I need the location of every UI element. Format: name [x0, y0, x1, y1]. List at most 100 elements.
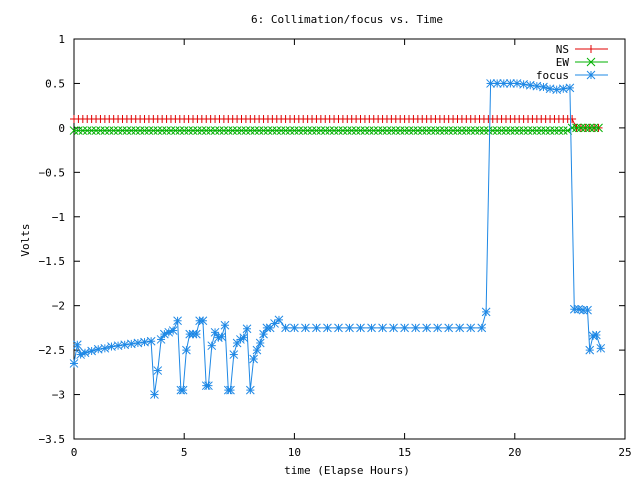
data-point-ew: [572, 123, 581, 133]
data-point-focus: [583, 305, 592, 315]
data-point-focus: [411, 323, 420, 333]
data-point-ew: [201, 126, 211, 135]
series-layer: [69, 79, 606, 399]
data-point-ew: [413, 126, 423, 135]
y-tick-label: −1.5: [39, 255, 66, 268]
data-point-ew: [312, 126, 321, 135]
data-point-ew: [298, 126, 308, 135]
data-point-focus: [87, 346, 96, 356]
data-point-ew: [351, 126, 361, 135]
data-point-ew: [541, 126, 551, 135]
data-point-focus: [323, 323, 332, 333]
data-point-focus: [80, 348, 90, 358]
data-point-ew: [457, 126, 467, 135]
data-point-ew: [558, 126, 568, 135]
data-point-focus: [164, 327, 174, 337]
data-point-ew: [431, 126, 440, 135]
data-point-ew: [96, 126, 105, 135]
data-point-ew: [175, 126, 185, 135]
data-point-ew: [364, 126, 374, 135]
y-tick-label: 1: [58, 33, 65, 46]
y-tick-label: −2.5: [39, 344, 66, 357]
data-point-ew: [444, 126, 454, 135]
data-point-focus: [242, 324, 252, 334]
y-tick-label: 0: [58, 122, 65, 135]
data-point-ew: [545, 126, 555, 135]
data-point-ew: [118, 126, 127, 135]
data-point-ew: [409, 126, 418, 135]
data-point-ew: [316, 126, 326, 135]
data-point-ew: [135, 126, 145, 135]
data-point-ew: [263, 126, 273, 135]
data-point-ew: [184, 126, 193, 135]
data-point-focus: [198, 316, 208, 326]
data-point-focus: [433, 323, 443, 333]
data-point-ew: [594, 123, 603, 133]
data-point-focus: [252, 345, 262, 355]
data-point-ew: [329, 126, 339, 135]
data-point-ew: [245, 126, 255, 135]
data-point-ew: [506, 126, 515, 135]
data-point-focus: [69, 359, 79, 368]
y-tick-label: −3: [52, 389, 65, 402]
data-point-focus: [290, 323, 299, 333]
data-point-focus: [153, 366, 163, 375]
data-point-focus: [585, 345, 595, 355]
x-axis-ticks: 0 5 10 15 20 25: [71, 39, 632, 459]
data-point-ew: [391, 126, 401, 135]
data-point-focus: [182, 345, 191, 355]
data-point-focus: [312, 323, 321, 333]
data-point-ew: [356, 126, 365, 135]
data-point-ew: [241, 126, 251, 135]
data-point-ew: [417, 126, 427, 135]
data-point-focus: [207, 341, 217, 351]
data-point-ew: [466, 126, 476, 135]
data-point-ew: [272, 126, 282, 135]
data-point-ew: [188, 126, 198, 135]
x-tick-label: 5: [181, 446, 188, 459]
data-point-focus: [281, 323, 290, 333]
data-point-focus: [301, 323, 310, 333]
data-point-focus: [270, 319, 279, 328]
data-point-ew: [193, 126, 202, 135]
data-point-focus: [220, 320, 230, 330]
x-tick-label: 15: [398, 446, 411, 459]
data-point-ew: [281, 126, 290, 135]
x-tick-label: 10: [288, 446, 301, 459]
data-point-ew: [338, 126, 348, 135]
data-point-ew: [576, 123, 586, 133]
data-point-ew: [237, 126, 246, 135]
data-point-focus: [255, 338, 265, 348]
data-point-ew: [171, 126, 180, 135]
data-point-focus: [249, 354, 258, 364]
data-point-ew: [69, 126, 79, 135]
data-point-focus: [210, 327, 220, 337]
data-point-focus: [455, 323, 465, 333]
data-point-ew: [369, 126, 379, 135]
data-point-ew: [126, 126, 136, 135]
data-point-ew: [523, 126, 533, 135]
data-point-ew: [497, 126, 506, 135]
data-point-focus: [150, 390, 159, 399]
data-point-ew: [144, 126, 154, 135]
x-axis-label: time (Elapse Hours): [284, 464, 410, 477]
data-point-ew: [250, 126, 260, 135]
plot-border: [73, 38, 626, 440]
data-point-focus: [334, 323, 343, 333]
data-point-focus: [204, 381, 213, 391]
data-point-ew: [254, 126, 264, 135]
data-point-focus: [191, 329, 201, 339]
legend-label-ew: EW: [556, 56, 570, 69]
data-point-ew: [378, 126, 387, 135]
data-point-ew: [483, 126, 493, 135]
data-point-ew: [82, 126, 92, 135]
data-point-ew: [528, 126, 537, 135]
data-point-ew: [342, 126, 352, 135]
y-axis-ticks: 1 0.5 0 −0.5 −1 −1.5 −2 −2.5 −3 −3.5: [39, 33, 625, 446]
data-point-ew: [78, 126, 88, 135]
data-point-ew: [514, 126, 524, 135]
data-point-ew: [276, 126, 286, 135]
data-point-focus: [400, 323, 409, 333]
y-tick-label: −2: [52, 300, 65, 313]
